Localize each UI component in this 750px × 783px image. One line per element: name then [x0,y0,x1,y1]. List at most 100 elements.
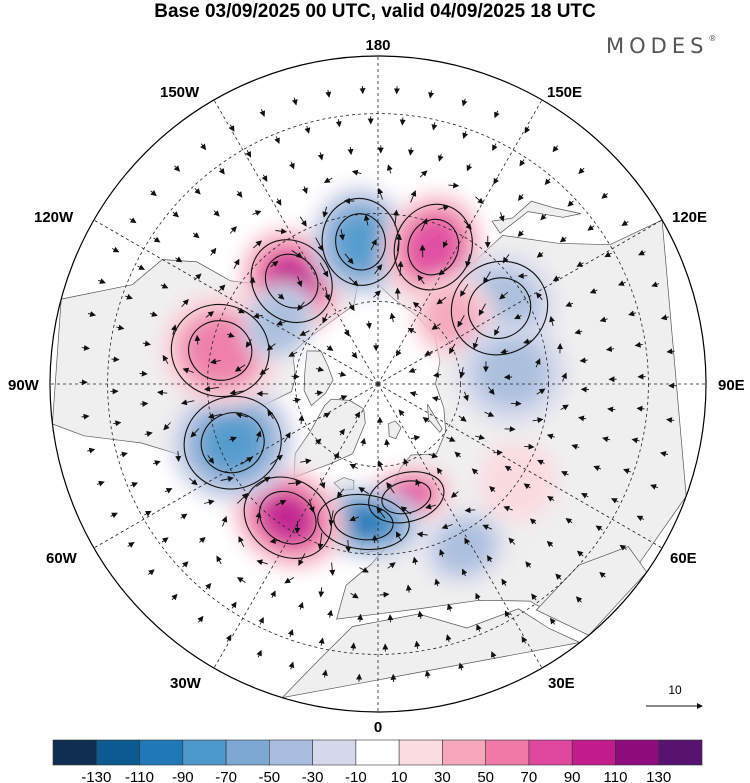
wind-arrow [529,518,537,525]
wind-arrow [204,385,220,392]
wind-arrow [464,507,476,514]
wind-arrow [218,167,225,175]
map-title: Base 03/09/2025 00 UTC, valid 04/09/2025… [154,1,596,22]
wind-arrow [581,493,589,499]
wind-arrow [326,345,334,351]
colorbar-label: -10 [345,769,367,783]
wind-arrow [199,536,206,544]
wind-arrow [205,582,212,590]
wind-arrow [317,152,324,161]
wind-arrow [446,436,456,442]
colorbar-swatch [398,739,443,766]
wind-arrow [336,488,344,498]
wind-arrow [229,226,237,234]
streamline [170,303,270,398]
wind-arrow [149,311,158,317]
wind-arrow [255,430,262,442]
meridian-line [213,383,379,669]
wind-arrow [395,349,402,357]
wind-arrow [300,458,312,465]
wind-arrow [521,636,528,644]
land-arabia [535,546,648,636]
colorbar-swatch [442,739,486,766]
wind-arrow [434,578,441,587]
wind-arrow [329,562,336,576]
wind-arrow [203,499,215,506]
wind-arrow [323,177,333,184]
colorbar-label: 10 [391,769,408,783]
land-novaya-zemlya [427,403,443,433]
wind-arrow [234,364,246,372]
colorbar-label: 30 [434,769,451,783]
wind-arrow [432,371,442,378]
wind-arrow [408,147,414,156]
colorbar-label: -30 [302,769,324,783]
wind-arrow [458,415,467,422]
wind-arrow [502,253,510,264]
wind-arrow [225,634,232,642]
wind-arrow [373,290,381,298]
wind-arrow [173,165,181,172]
colorbar-swatch [139,739,184,766]
wind-arrow [493,177,500,185]
colorbar-swatch [268,739,313,766]
wind-arrow [659,451,669,457]
wind-arrow [439,549,445,557]
wind-arrow [395,531,402,542]
meridian-line [93,219,379,385]
streamline [250,239,333,324]
wind-arrow [351,351,358,359]
wind-arrow [258,617,264,625]
wind-arrow [494,110,500,119]
wind-arrow [233,258,240,269]
wind-arrow [465,254,471,268]
wind-arrow [589,288,598,294]
wind-arrow [471,468,479,475]
wind-arrow [319,477,326,489]
wind-arrow [228,124,235,132]
wind-arrow [650,484,658,490]
wind-arrow [555,573,562,580]
wind-arrow [81,344,90,351]
wind-arrow [253,240,263,249]
meridian-line [213,99,379,385]
map-border [49,55,707,713]
wind-arrow [130,482,139,488]
wind-arrow [236,577,246,583]
wind-arrow [636,405,645,412]
wind-arrow [517,230,524,237]
wind-arrow [98,278,106,284]
wind-arrow [116,324,125,331]
wind-arrow [157,389,168,396]
wind-arrow [638,249,646,256]
wind-arrow [345,540,352,553]
wind-arrow [578,415,587,422]
wind-arrow [394,287,401,300]
colorbar-swatch [658,739,703,766]
wind-arrow [288,480,302,486]
colorbar-label: 90 [564,769,581,783]
wind-arrow [236,493,249,504]
anomaly-shade [189,321,251,380]
wind-arrow [350,642,357,651]
wind-arrow [628,310,637,317]
lon-label-90e: 90E [718,377,745,394]
wind-arrow [129,217,137,224]
wind-arrow [347,146,354,156]
wind-arrow [405,584,412,593]
wind-arrow [350,592,359,599]
wind-arrow [578,167,585,175]
wind-arrow [363,214,370,226]
wind-arrow [486,555,493,563]
wind-arrow [240,456,254,465]
wind-arrow [466,163,473,172]
wind-arrow [87,447,96,454]
lon-label-60e: 60E [670,550,697,567]
wind-arrow [180,399,195,406]
wind-arrow [144,510,152,517]
wind-arrow [450,491,459,498]
wind-arrow [275,500,287,506]
wind-arrow [461,568,468,577]
wind-arrow [172,211,180,218]
wind-arrow [288,351,298,357]
